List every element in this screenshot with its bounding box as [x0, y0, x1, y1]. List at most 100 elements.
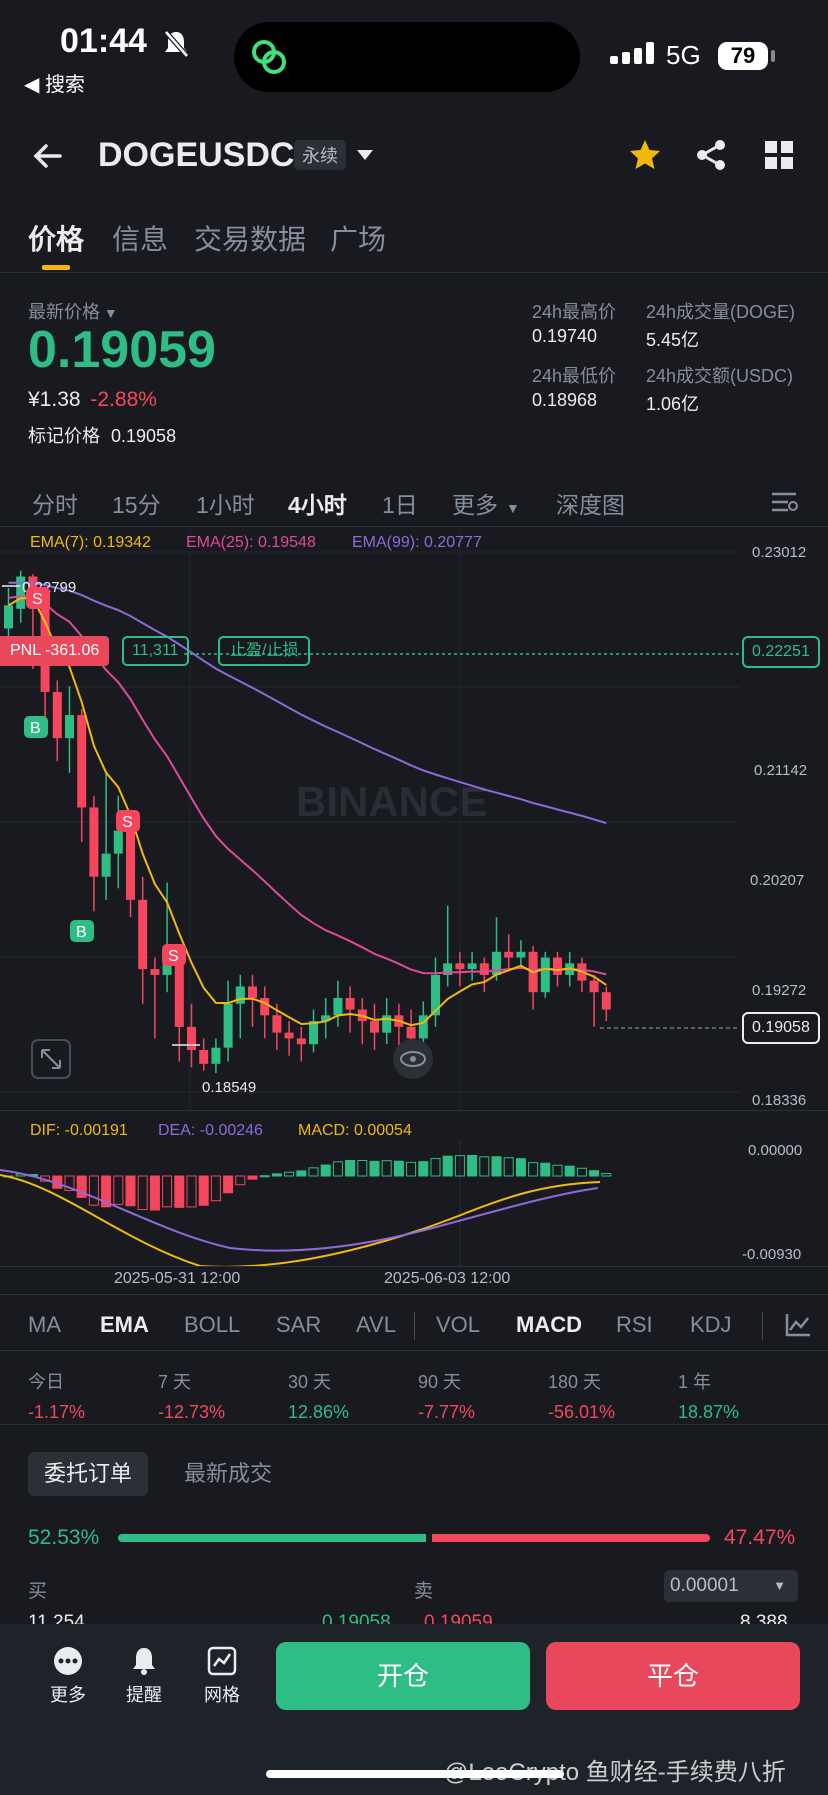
macd-bar: [381, 1160, 392, 1177]
last-price: 0.19059: [28, 321, 216, 379]
candle-down: [601, 992, 611, 1010]
back-to-search-link[interactable]: ◀ 搜索: [24, 74, 85, 96]
position-qty-tag[interactable]: 11,311: [122, 636, 189, 666]
indicator-macd[interactable]: MACD: [516, 1312, 582, 1337]
candlestick-chart[interactable]: BINANCE 0.22799 0.18549 S B S B S: [0, 530, 828, 1110]
indicator-boll[interactable]: BOLL: [184, 1312, 241, 1337]
candle-down: [126, 830, 135, 900]
ema99-label: EMA(99): 0.20777: [352, 534, 482, 551]
candle-down: [370, 1021, 379, 1033]
symbol-title[interactable]: DOGEUSDC: [98, 136, 295, 174]
candle-up: [516, 951, 526, 958]
time-axis-label: 2025-05-31 12:00: [114, 1270, 241, 1287]
candle-up: [65, 715, 74, 739]
timeframe-4h[interactable]: 4小时: [288, 492, 347, 518]
price-change-percent: -2.88%: [90, 388, 157, 411]
back-arrow-icon[interactable]: [30, 138, 66, 174]
timeframe-more[interactable]: 更多 ▼: [452, 492, 520, 518]
timeframe-15m[interactable]: 15分: [112, 492, 161, 518]
tab-price[interactable]: 价格: [28, 224, 85, 255]
macd-bar: [393, 1160, 404, 1177]
open-position-button[interactable]: 开仓: [276, 1642, 530, 1710]
indicator-avl[interactable]: AVL: [356, 1312, 396, 1337]
indicator-sar[interactable]: SAR: [276, 1312, 322, 1337]
timeframe-1d[interactable]: 1日: [382, 492, 418, 518]
indicator-settings-icon[interactable]: [784, 1312, 812, 1338]
main-tabs: 价格 信息 交易数据 广场: [0, 212, 828, 273]
candle-up: [431, 974, 440, 1016]
indicator-ema[interactable]: EMA: [100, 1312, 149, 1337]
candles: [4, 570, 611, 1074]
macd-value-label: MACD: 0.00054: [298, 1122, 412, 1139]
svg-text:S: S: [122, 814, 133, 831]
macd-bar: [418, 1161, 429, 1177]
indicator-ma[interactable]: MA: [28, 1312, 61, 1337]
tab-trading-data[interactable]: 交易数据: [194, 224, 307, 255]
macd-bar: [491, 1156, 502, 1177]
candle-up: [162, 957, 172, 975]
grid-trading-button[interactable]: 网格: [192, 1646, 252, 1707]
favorite-star-icon[interactable]: [628, 138, 662, 172]
chart-settings-icon[interactable]: [770, 490, 798, 514]
macd-bar: [589, 1170, 600, 1177]
macd-bar: [210, 1175, 221, 1202]
indicator-rsi[interactable]: RSI: [616, 1312, 653, 1337]
order-buy-qty: 11,254: [28, 1612, 85, 1624]
timeframe-depth[interactable]: 深度图: [556, 492, 625, 518]
macd-bar: [88, 1175, 99, 1206]
macd-bar: [552, 1164, 563, 1177]
tab-order-book[interactable]: 委托订单: [28, 1452, 149, 1496]
macd-bar: [235, 1175, 246, 1186]
tp-sl-button[interactable]: 止盈/止损: [218, 636, 311, 666]
grid-menu-icon[interactable]: [764, 140, 794, 170]
alert-button[interactable]: 提醒: [114, 1646, 174, 1707]
position-pnl-tag[interactable]: PNL -361.06: [0, 636, 110, 666]
indicator-kdj[interactable]: KDJ: [690, 1312, 732, 1337]
macd-bar: [284, 1171, 295, 1177]
close-position-button[interactable]: 平仓: [546, 1642, 800, 1710]
battery-icon: [771, 50, 775, 62]
candle-down: [77, 715, 87, 808]
candle-up: [443, 963, 453, 975]
macd-histogram: [3, 1154, 612, 1211]
symbol-dropdown-icon[interactable]: [356, 148, 374, 162]
order-sell-qty: 8,388: [740, 1612, 788, 1624]
macd-bar: [576, 1167, 587, 1177]
timeframe-1h[interactable]: 1小时: [196, 492, 255, 518]
candle-up: [4, 605, 13, 629]
timeframe-line[interactable]: 分时: [32, 492, 78, 518]
trade-markers: S B S B S: [24, 587, 186, 966]
price-axis-label: 0.19272: [752, 982, 807, 999]
macd-bar: [162, 1175, 173, 1208]
order-sell-price[interactable]: 0.19059: [424, 1612, 493, 1624]
tab-latest-trades[interactable]: 最新成交: [184, 1461, 273, 1486]
share-icon[interactable]: [694, 138, 728, 172]
indicator-separator: [414, 1312, 415, 1340]
macd-divider: [0, 1110, 828, 1111]
macd-bar: [454, 1155, 465, 1177]
macd-bar: [540, 1162, 551, 1177]
candle-down: [248, 986, 257, 998]
ema7-label: EMA(7): 0.19342: [30, 534, 151, 551]
candle-down: [52, 691, 62, 739]
candle-down: [174, 957, 184, 1027]
more-button[interactable]: 更多: [38, 1646, 98, 1707]
macd-bar: [442, 1155, 453, 1177]
eye-pupil-icon: [410, 1056, 416, 1062]
tab-square[interactable]: 广场: [330, 224, 387, 255]
indicator-vol[interactable]: VOL: [436, 1312, 481, 1337]
fullscreen-icon[interactable]: [31, 1039, 71, 1079]
macd-bar: [296, 1170, 307, 1177]
last-price-label[interactable]: 最新价格 ▼: [28, 302, 118, 322]
price-axis-label: 0.21142: [754, 762, 808, 779]
alert-bell-icon: [133, 1648, 155, 1675]
contract-type-badge: 永续: [294, 140, 346, 170]
tab-info[interactable]: 信息: [112, 224, 169, 255]
candle-up: [235, 986, 245, 1004]
macd-bar: [137, 1175, 148, 1210]
precision-select[interactable]: 0.00001 ▼: [664, 1570, 798, 1602]
price-axis-label: 0.23012: [752, 544, 807, 561]
order-buy-price[interactable]: 0.19058: [322, 1612, 391, 1624]
candle-down: [272, 1015, 282, 1033]
expand-arrows-icon: [41, 1049, 61, 1069]
